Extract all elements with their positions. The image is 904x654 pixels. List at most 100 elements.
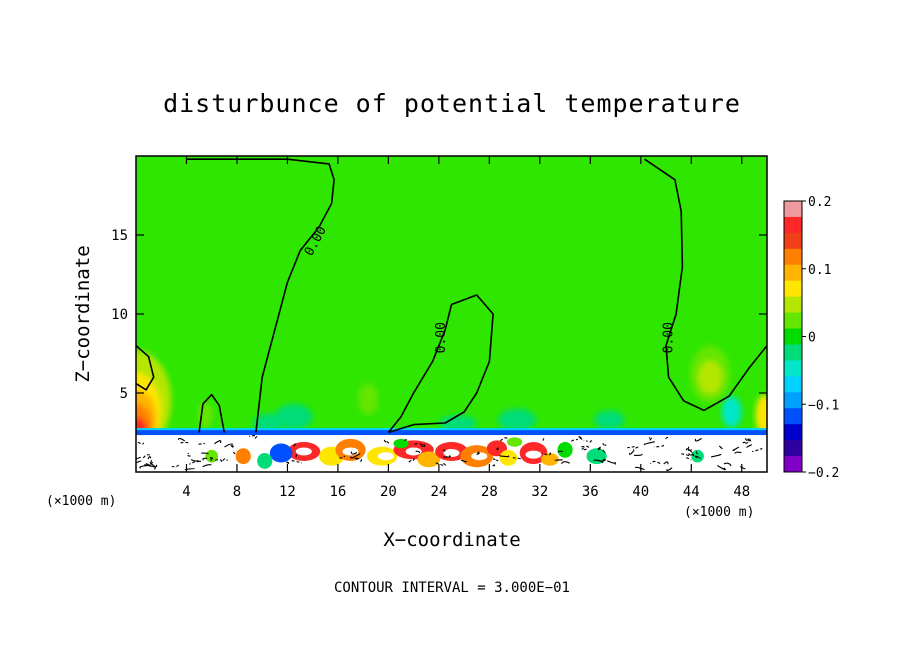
- boundary-cell-core: [377, 452, 394, 461]
- texture-stroke: [627, 445, 635, 449]
- boundary-cell: [269, 443, 293, 463]
- boundary-layer-cyan: [136, 428, 767, 431]
- contour-lines: [136, 158, 767, 434]
- field-anomaly: [274, 404, 313, 430]
- colorbar-segment: [784, 248, 802, 266]
- colorbar-segment: [784, 408, 802, 425]
- texture-stroke: [214, 440, 222, 445]
- contour-line-zero: [387, 294, 494, 434]
- field-anomalies: [136, 345, 767, 472]
- y-tick-label: 15: [111, 228, 128, 244]
- x-axis-label: X−coordinate: [383, 529, 520, 551]
- colorbar-label: 0.1: [808, 263, 831, 278]
- texture-stroke: [633, 453, 643, 456]
- field-anomaly: [253, 413, 284, 433]
- boundary-layer-blue: [136, 430, 767, 436]
- boundary-texture: [136, 435, 763, 472]
- texture-stroke: [492, 458, 499, 462]
- texture-stroke: [137, 441, 144, 445]
- texture-stroke: [189, 460, 199, 465]
- contour-line-zero: [644, 158, 767, 412]
- texture-stroke: [415, 450, 421, 454]
- x-tick-label: 8: [233, 484, 241, 500]
- field-anomaly: [498, 408, 537, 431]
- texture-stroke: [741, 441, 749, 445]
- colorbar-segment: [784, 264, 802, 282]
- x-tick-label: 48: [733, 484, 750, 500]
- contour-line-zero: [136, 344, 155, 391]
- texture-stroke: [512, 457, 522, 460]
- colorbar-label: −0.1: [808, 398, 839, 413]
- y-tick-label: 10: [111, 307, 128, 323]
- colorbar-segment: [784, 216, 802, 234]
- texture-stroke: [663, 461, 669, 465]
- texture-stroke: [687, 446, 693, 451]
- boundary-cell: [691, 449, 704, 463]
- texture-stroke: [150, 460, 154, 465]
- x-axis-unit: (×1000 m): [684, 505, 754, 520]
- texture-stroke: [681, 453, 691, 457]
- boundary-cell-core: [405, 447, 422, 456]
- texture-stroke: [557, 450, 564, 453]
- texture-stroke: [723, 462, 732, 467]
- colorbar-segment: [784, 280, 802, 298]
- texture-stroke: [230, 445, 234, 448]
- texture-stroke: [633, 446, 639, 451]
- field-anomaly: [697, 359, 723, 395]
- texture-stroke: [222, 458, 228, 462]
- texture-stroke: [443, 455, 451, 458]
- texture-stroke: [202, 457, 208, 461]
- texture-stroke: [412, 443, 423, 446]
- colorbar-segment: [784, 232, 802, 250]
- y-tick-label: 5: [120, 386, 128, 402]
- boundary-cell: [499, 449, 518, 466]
- x-tick-label: 28: [481, 484, 498, 500]
- boundary-cell: [257, 453, 273, 469]
- x-axis-ticks: 4 8 12 16 20 24 28 32 36 40 44 48: [182, 156, 750, 500]
- texture-stroke: [136, 456, 142, 460]
- texture-stroke: [233, 451, 236, 455]
- texture-stroke: [648, 436, 653, 441]
- x-tick-label: 36: [582, 484, 599, 500]
- boundary-cell-core: [342, 447, 359, 456]
- texture-stroke: [496, 447, 499, 451]
- texture-stroke: [212, 459, 223, 462]
- texture-stroke: [752, 448, 763, 453]
- texture-stroke: [688, 453, 700, 458]
- x-tick-label: 12: [279, 484, 296, 500]
- colorbar-segment: [784, 296, 802, 314]
- texture-stroke: [686, 457, 692, 461]
- texture-stroke: [634, 466, 645, 471]
- texture-stroke: [541, 452, 551, 456]
- texture-stroke: [745, 438, 751, 442]
- boundary-cell-core: [525, 450, 542, 459]
- colorbar-segment: [784, 376, 802, 393]
- texture-stroke: [224, 443, 234, 448]
- plot-area: [136, 156, 767, 472]
- boundary-cell: [586, 448, 607, 465]
- texture-stroke: [403, 439, 408, 443]
- colorbar: 0.2 0.1 0 −0.1 −0.2: [783, 195, 839, 481]
- texture-stroke: [293, 443, 296, 447]
- x-tick-label: 4: [182, 484, 190, 500]
- texture-stroke: [201, 452, 209, 455]
- texture-stroke: [458, 459, 467, 463]
- colorbar-label: 0.2: [808, 195, 831, 210]
- boundary-cell: [393, 438, 409, 449]
- field-anomaly: [594, 410, 625, 430]
- texture-stroke: [350, 453, 361, 459]
- texture-stroke: [581, 445, 590, 449]
- texture-stroke: [746, 444, 753, 448]
- texture-stroke: [629, 449, 635, 455]
- boundary-cell: [557, 441, 573, 458]
- texture-stroke: [597, 446, 601, 450]
- x-tick-label: 32: [531, 484, 548, 500]
- texture-stroke: [666, 467, 673, 472]
- texture-stroke: [561, 461, 570, 465]
- boundary-cell-core: [443, 449, 460, 458]
- texture-stroke: [198, 443, 206, 445]
- texture-stroke: [171, 464, 179, 468]
- texture-stroke: [600, 458, 606, 462]
- texture-stroke: [746, 439, 752, 442]
